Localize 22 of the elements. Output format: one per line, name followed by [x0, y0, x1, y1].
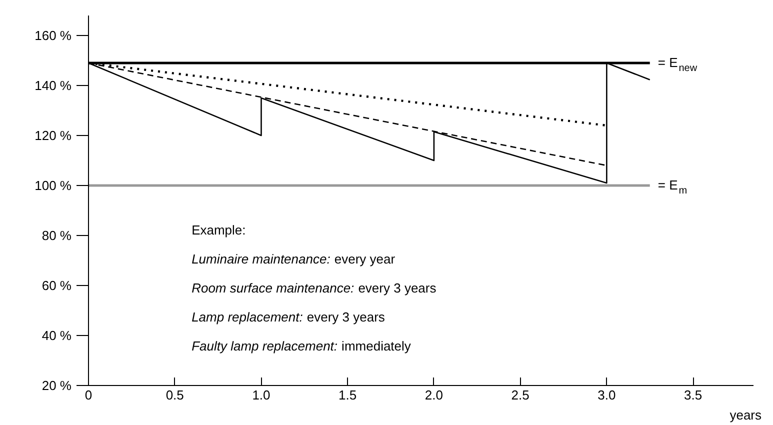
y-tick-label: 40 %	[42, 328, 72, 343]
x-tick-label: 3.5	[684, 388, 702, 402]
annotation: Faulty lamp replacement: immediately	[192, 338, 412, 354]
x-tick-label: 0	[84, 388, 92, 402]
x-axis-title: years	[730, 408, 762, 422]
annotation: Luminaire maintenance: every year	[192, 252, 396, 266]
x-tick-label: 1.0	[252, 388, 270, 402]
y-tick-label: 60 %	[42, 278, 72, 293]
y-tick-label: 140 %	[34, 78, 72, 93]
x-tick-label: 2.5	[511, 388, 530, 402]
y-tick-label: 20 %	[42, 378, 72, 393]
x-tick-label: 2.0	[424, 388, 443, 402]
x-tick-label: 3.0	[598, 388, 616, 402]
annotation: Lamp replacement: every 3 years	[192, 310, 386, 324]
annotation: Example:	[192, 222, 246, 238]
y-tick-label: 160 %	[34, 28, 72, 43]
y-tick-label: 80 %	[42, 228, 72, 243]
y-tick-label: 120 %	[34, 128, 72, 143]
y-tick-label: 100 %	[34, 178, 72, 193]
annotation: Room surface maintenance: every 3 years	[192, 280, 437, 296]
x-tick-label: 1.5	[338, 388, 357, 402]
x-tick-label: 0.5	[166, 388, 184, 402]
